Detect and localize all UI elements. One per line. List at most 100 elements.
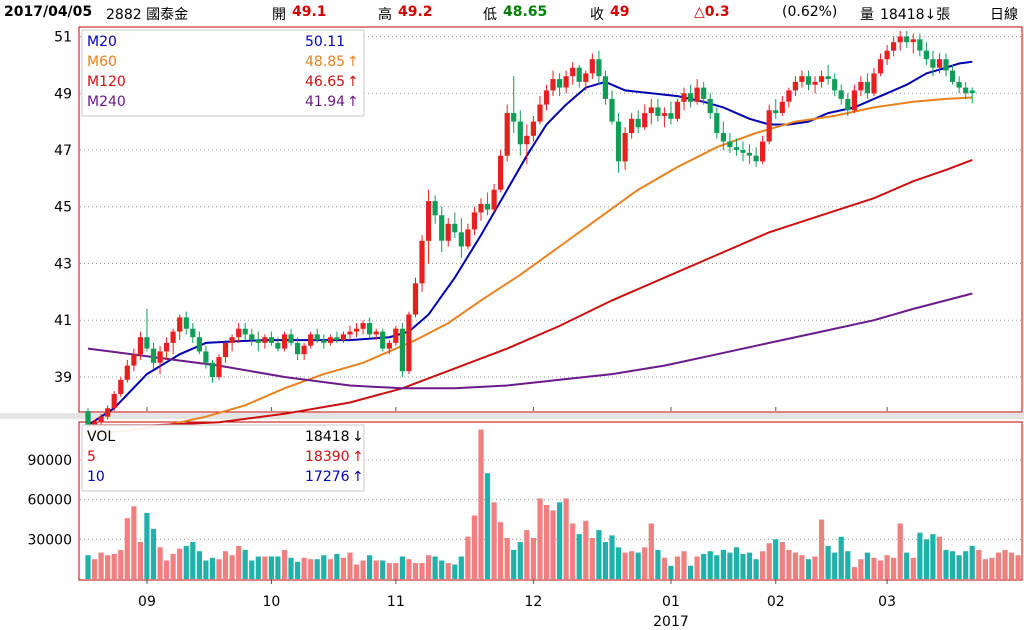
volume-bar (760, 551, 766, 579)
candle-body (760, 141, 766, 162)
volume-bar (177, 548, 183, 579)
candle (714, 107, 720, 139)
candle-body (419, 240, 425, 284)
volume-bar (367, 555, 373, 579)
candle-body (530, 121, 536, 136)
candle-body (576, 67, 582, 82)
volume-bar (308, 559, 314, 579)
price-tick-label: 41 (54, 313, 72, 329)
candle-body (786, 90, 792, 102)
candle-body (131, 354, 137, 366)
legend-vol10-arrow: ↑ (352, 469, 364, 485)
candle-body (340, 334, 346, 341)
candle (236, 323, 242, 343)
volume-bar (98, 552, 104, 579)
candle (609, 90, 615, 125)
volume-bar (779, 542, 785, 579)
candle-body (452, 223, 458, 233)
volume-bar (602, 542, 608, 579)
candle (688, 84, 694, 108)
candle-body (805, 76, 812, 85)
volume-bar (589, 538, 595, 579)
candle-body (910, 39, 916, 43)
candle (432, 195, 438, 224)
candle-body (393, 328, 399, 343)
volume-bar (340, 557, 346, 579)
candle (209, 359, 215, 383)
volume-bar (661, 557, 667, 579)
candle (805, 70, 812, 91)
volume-bar (596, 530, 602, 579)
candle-body (602, 76, 608, 99)
candle (170, 328, 176, 355)
volume-bar (897, 523, 903, 579)
candle (615, 113, 622, 173)
legend-vol5-name: 5 (87, 449, 96, 465)
candle-body (877, 59, 884, 74)
ma-line-m60 (87, 96, 973, 435)
candle (268, 331, 274, 346)
volume-bar (969, 545, 975, 579)
candle-body (897, 36, 903, 43)
candle-body (137, 337, 143, 355)
month-label: 09 (138, 594, 156, 610)
candle-body (504, 113, 510, 156)
volume-bar (439, 560, 445, 579)
candle (635, 110, 641, 133)
ma-line-m120 (88, 158, 973, 427)
candle-body (111, 394, 117, 409)
stock-code-name: 2882 國泰金 (106, 7, 189, 23)
legend-vol5-value: 18390 (305, 449, 350, 465)
candle (753, 147, 759, 168)
volume-bar (295, 561, 301, 579)
candle (936, 53, 943, 74)
candle-body (98, 416, 104, 423)
legend-m60-name: M60 (87, 54, 117, 70)
volume-bar (524, 530, 530, 579)
candle (668, 101, 674, 125)
candle-body (229, 337, 235, 343)
candle-body (183, 317, 189, 329)
candle (943, 53, 949, 77)
volume-bar (288, 557, 294, 579)
candle-body (884, 50, 890, 60)
candle-body (681, 93, 687, 102)
candle-body (209, 362, 215, 377)
candle (956, 76, 962, 94)
volume-bar (884, 555, 890, 579)
candle-body (753, 155, 759, 162)
volume-legend: VOL 18418 ↓ 5 18390 ↑ 10 17276 ↑ (87, 429, 364, 485)
candle (281, 331, 288, 352)
volume-bar (249, 560, 255, 579)
volume-bar (668, 565, 674, 579)
candle-body (275, 342, 281, 349)
candle-body (668, 113, 674, 119)
volume-bar (170, 553, 176, 579)
candle-body (150, 348, 157, 363)
legend-m120-arrow: ↑ (347, 74, 359, 90)
candle (373, 328, 379, 341)
volume-bar (851, 567, 857, 579)
candle-body (969, 90, 975, 94)
volume-bar (825, 545, 831, 579)
candle-body (249, 334, 255, 341)
candle-body (432, 201, 438, 216)
candle (825, 64, 831, 85)
month-label: 01 (662, 594, 680, 610)
volume-bar (995, 552, 1001, 579)
month-label: 02 (767, 594, 785, 610)
volume-bar (982, 559, 988, 579)
candle (471, 206, 477, 236)
candle (727, 132, 733, 153)
volume-bar (353, 564, 360, 579)
quote-header: 2017/04/05 2882 國泰金 開 49.1 高 49.2 低 48.6… (0, 0, 1024, 26)
volume-bar (301, 557, 307, 579)
volume-bar (471, 515, 477, 579)
price-legend: M20 50.11 M60 48.85 ↑ M120 46.65 ↑ M240 … (87, 34, 359, 110)
volume-bar (137, 542, 143, 579)
volume-bar (753, 559, 759, 579)
candle (904, 30, 910, 48)
volume-bar (530, 538, 536, 579)
candle (144, 308, 150, 352)
candle (819, 70, 825, 88)
